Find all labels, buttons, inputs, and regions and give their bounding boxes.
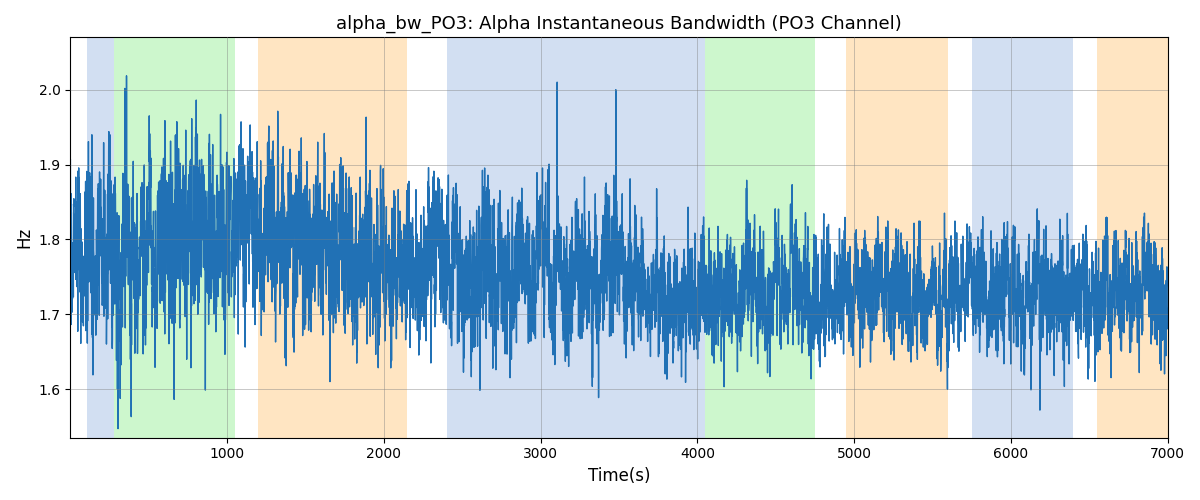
X-axis label: Time(s): Time(s) [588, 467, 650, 485]
Bar [972, 38, 1074, 438]
Bar [846, 38, 948, 438]
Bar [446, 38, 706, 438]
Bar [114, 38, 235, 438]
Title: alpha_bw_PO3: Alpha Instantaneous Bandwidth (PO3 Channel): alpha_bw_PO3: Alpha Instantaneous Bandwi… [336, 15, 902, 34]
Bar [706, 38, 815, 438]
Bar [258, 38, 407, 438]
Bar [86, 38, 114, 438]
Bar [1097, 38, 1168, 438]
Y-axis label: Hz: Hz [14, 227, 32, 248]
